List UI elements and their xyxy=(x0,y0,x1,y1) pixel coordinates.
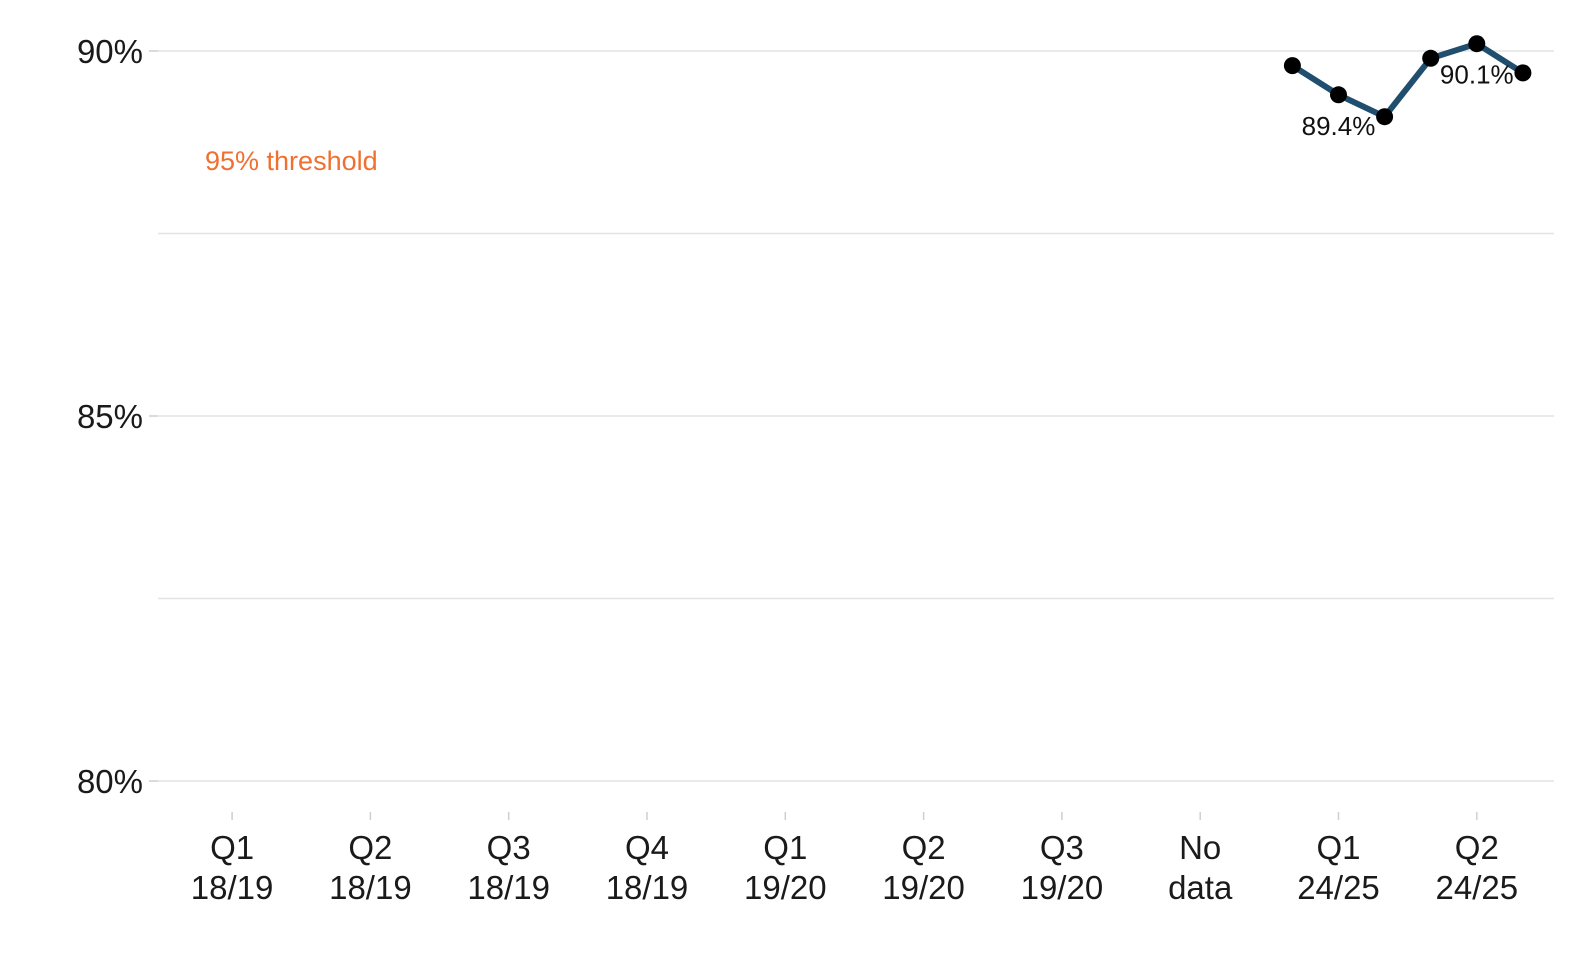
x-tick-label-line1: Q1 xyxy=(1316,829,1360,866)
data-point xyxy=(1514,64,1532,82)
x-tick-label-line2: 18/19 xyxy=(329,869,412,906)
series-group xyxy=(1283,35,1532,126)
data-point xyxy=(1376,108,1394,126)
x-tick-label-line1: Q3 xyxy=(1040,829,1084,866)
data-point xyxy=(1283,57,1301,75)
x-tick-label-line2: 19/20 xyxy=(1021,869,1104,906)
chart-gridlines xyxy=(158,50,1554,782)
y-tick-label: 90% xyxy=(77,33,143,70)
data-point xyxy=(1330,86,1347,104)
data-point xyxy=(1422,49,1440,67)
x-tick-label-line2: 24/25 xyxy=(1297,869,1380,906)
x-tick-label-line2: 18/19 xyxy=(191,869,274,906)
x-tick-label-line1: Q4 xyxy=(625,829,669,866)
x-tick-label-line2: 18/19 xyxy=(606,869,689,906)
x-tick-label-line1: Q1 xyxy=(210,829,254,866)
threshold-label: 95% threshold xyxy=(205,146,378,176)
data-labels-group: 95.8%95.5%95.9%95.7%95.6%95.3%95.4%89.4%… xyxy=(1302,60,1514,141)
x-tick-label-line2: 19/20 xyxy=(744,869,827,906)
x-tick-label-line2: 18/19 xyxy=(467,869,550,906)
data-point xyxy=(1468,35,1486,53)
x-tick-label-line2: 24/25 xyxy=(1436,869,1519,906)
x-tick-label-line1: No xyxy=(1179,829,1221,866)
x-tick-label-line1: Q1 xyxy=(763,829,807,866)
x-tick-label-line1: Q2 xyxy=(1455,829,1499,866)
threshold-group: 95% threshold xyxy=(205,146,378,176)
x-tick-label-line2: data xyxy=(1168,869,1233,906)
y-tick-label: 80% xyxy=(77,763,143,800)
x-tick-label-line1: Q3 xyxy=(487,829,531,866)
x-tick-label-line1: Q2 xyxy=(902,829,946,866)
y-tick-label: 85% xyxy=(77,398,143,435)
x-tick-label-line2: 19/20 xyxy=(882,869,965,906)
data-label: 89.4% xyxy=(1302,111,1376,141)
y-axis: 80%85%90%95%100% xyxy=(77,33,158,800)
x-axis: Q118/19Q218/19Q318/19Q418/19Q119/20Q219/… xyxy=(191,812,1518,906)
x-tick-label-line1: Q2 xyxy=(348,829,392,866)
data-label: 90.1% xyxy=(1440,60,1514,90)
series-line-2 xyxy=(1289,40,1526,120)
